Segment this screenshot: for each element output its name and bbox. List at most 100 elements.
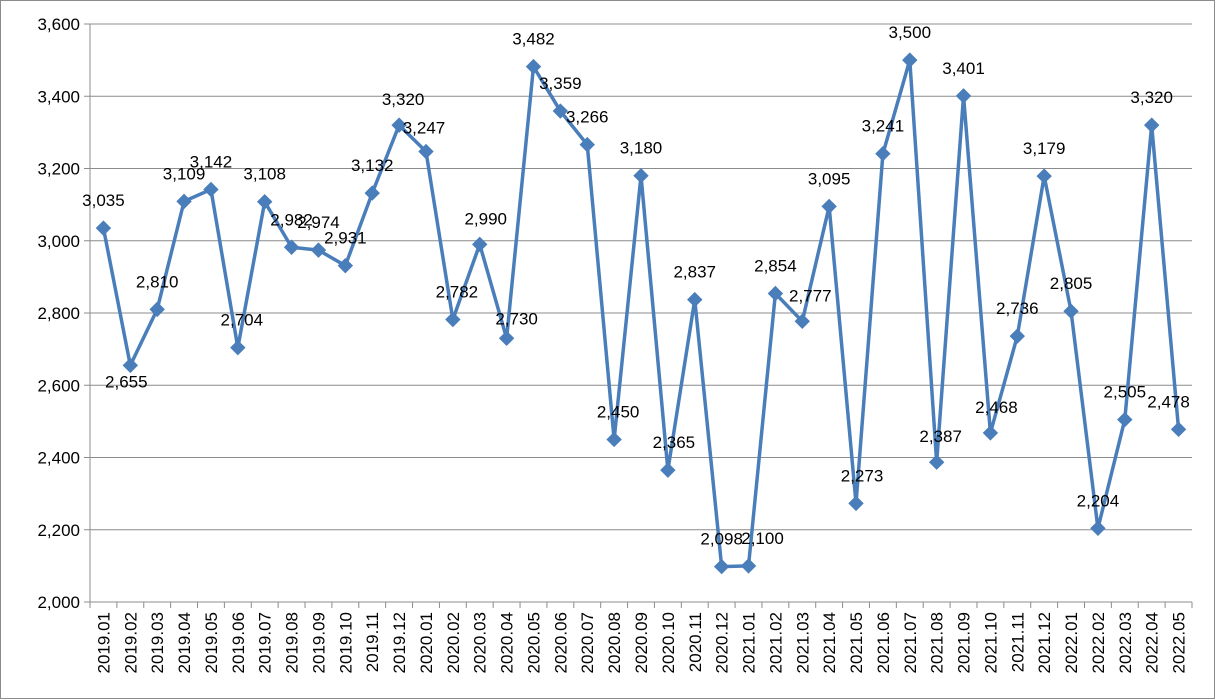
x-tick-label: 2019.10 bbox=[336, 612, 355, 673]
data-point-marker bbox=[606, 431, 622, 448]
data-label: 3,108 bbox=[243, 165, 286, 184]
data-point-marker bbox=[579, 136, 595, 153]
data-label: 2,100 bbox=[741, 529, 784, 548]
data-label: 2,805 bbox=[1050, 274, 1093, 293]
y-tick-label: 2,400 bbox=[37, 449, 80, 468]
y-tick-label: 2,200 bbox=[37, 521, 80, 540]
x-tick-label: 2021.05 bbox=[847, 612, 866, 673]
axes: 2,000 2,200 2,400 2,600 2,800 3,000 3,200 3,400… bbox=[37, 15, 1193, 673]
data-point-marker bbox=[740, 558, 757, 574]
data-point-marker bbox=[552, 103, 569, 119]
data-point-marker bbox=[472, 236, 488, 253]
data-point-marker bbox=[391, 117, 407, 133]
x-tick-label: 2020.01 bbox=[417, 612, 436, 673]
data-label: 2,810 bbox=[136, 272, 179, 291]
y-tick-label: 3,600 bbox=[37, 15, 80, 34]
data-point-marker bbox=[95, 220, 112, 236]
data-label: 2,478 bbox=[1147, 392, 1190, 411]
data-point-marker bbox=[848, 495, 864, 512]
data-point-marker bbox=[794, 313, 810, 330]
data-point-marker bbox=[875, 145, 891, 162]
y-tick-label: 3,000 bbox=[37, 232, 80, 251]
data-label: 2,204 bbox=[1077, 491, 1120, 510]
data-label: 2,273 bbox=[841, 466, 884, 485]
data-label: 3,482 bbox=[512, 30, 555, 49]
x-tick-label: 2022.02 bbox=[1089, 612, 1108, 673]
data-label: 2,736 bbox=[996, 299, 1039, 318]
y-tick-label: 2,000 bbox=[37, 593, 80, 612]
x-tick-label: 2021.11 bbox=[1008, 612, 1027, 672]
x-tick-label: 2022.01 bbox=[1062, 612, 1081, 673]
x-tick-label: 2021.09 bbox=[955, 612, 974, 673]
data-label: 2,837 bbox=[673, 263, 716, 282]
data-label: 2,505 bbox=[1104, 383, 1147, 402]
data-label: 3,109 bbox=[163, 164, 206, 183]
data-point-marker bbox=[902, 52, 918, 68]
x-tick-label: 2020.05 bbox=[524, 612, 543, 673]
x-tick-label: 2021.08 bbox=[928, 612, 947, 673]
x-tick-label: 2021.04 bbox=[820, 612, 839, 673]
x-tick-label: 2020.12 bbox=[713, 612, 732, 673]
data-label: 3,320 bbox=[1130, 88, 1173, 107]
data-label: 3,401 bbox=[942, 59, 985, 78]
y-tick-label: 2,600 bbox=[37, 376, 80, 395]
data-label: 2,931 bbox=[324, 229, 367, 248]
x-tick-label: 2021.02 bbox=[766, 612, 785, 673]
data-label: 3,132 bbox=[351, 156, 394, 175]
data-point-marker bbox=[149, 301, 165, 318]
data-label: 3,142 bbox=[190, 152, 233, 171]
data-point-marker bbox=[364, 185, 380, 201]
data-label: 3,247 bbox=[403, 119, 446, 138]
x-tick-label: 2021.07 bbox=[901, 612, 920, 673]
data-label: 2,365 bbox=[653, 433, 696, 452]
x-tick-label: 2020.07 bbox=[578, 612, 597, 673]
x-tick-label: 2021.03 bbox=[793, 612, 812, 673]
data-label: 3,035 bbox=[82, 191, 125, 210]
x-tick-label: 2019.08 bbox=[283, 612, 302, 673]
x-tick-label: 2019.05 bbox=[202, 612, 221, 673]
data-point-marker bbox=[122, 357, 139, 374]
x-tick-label: 2020.04 bbox=[498, 612, 517, 673]
data-point-marker bbox=[445, 311, 461, 328]
data-label: 2,854 bbox=[754, 256, 797, 275]
data-point-marker bbox=[687, 291, 703, 308]
x-tick-label: 2019.11 bbox=[363, 612, 382, 672]
x-tick-label: 2022.03 bbox=[1116, 612, 1135, 673]
data-label: 2,777 bbox=[789, 286, 832, 305]
data-point-marker bbox=[982, 425, 999, 441]
data-point-marker bbox=[1090, 520, 1106, 537]
data-label: 2,782 bbox=[436, 283, 479, 302]
data-label: 2,974 bbox=[297, 213, 340, 232]
x-tick-label: 2019.01 bbox=[94, 612, 113, 673]
x-tick-label: 2019.04 bbox=[175, 612, 194, 673]
data-label: 2,730 bbox=[495, 309, 538, 328]
data-point-marker bbox=[633, 168, 649, 184]
x-tick-label: 2020.03 bbox=[471, 612, 490, 673]
x-tick-label: 2020.11 bbox=[686, 612, 705, 672]
data-label: 2,982 bbox=[270, 210, 313, 229]
data-point-marker bbox=[928, 454, 945, 470]
x-tick-label: 2022.04 bbox=[1143, 612, 1162, 673]
data-point-marker bbox=[1009, 328, 1025, 344]
data-label: 2,387 bbox=[919, 427, 962, 446]
x-tick-label: 2020.08 bbox=[605, 612, 624, 673]
data-label: 3,500 bbox=[889, 23, 932, 42]
data-point-marker bbox=[1063, 303, 1079, 319]
data-point-marker bbox=[283, 239, 300, 255]
data-point-marker bbox=[418, 143, 434, 160]
x-tick-label: 2021.12 bbox=[1035, 612, 1054, 673]
x-tick-label: 2020.10 bbox=[659, 612, 678, 673]
data-label: 2,450 bbox=[597, 402, 640, 421]
x-tick-label: 2021.01 bbox=[740, 612, 759, 673]
data-point-marker bbox=[1036, 168, 1052, 184]
data-label: 2,098 bbox=[700, 530, 743, 549]
data-label: 2,704 bbox=[221, 311, 264, 330]
y-tick-label: 3,200 bbox=[37, 160, 80, 179]
x-tick-label: 2022.05 bbox=[1170, 612, 1189, 673]
data-label: 3,095 bbox=[808, 169, 851, 188]
data-label: 3,266 bbox=[566, 108, 609, 127]
x-tick-label: 2019.09 bbox=[309, 612, 328, 673]
data-point-marker bbox=[713, 558, 730, 575]
x-tick-label: 2021.06 bbox=[874, 612, 893, 673]
